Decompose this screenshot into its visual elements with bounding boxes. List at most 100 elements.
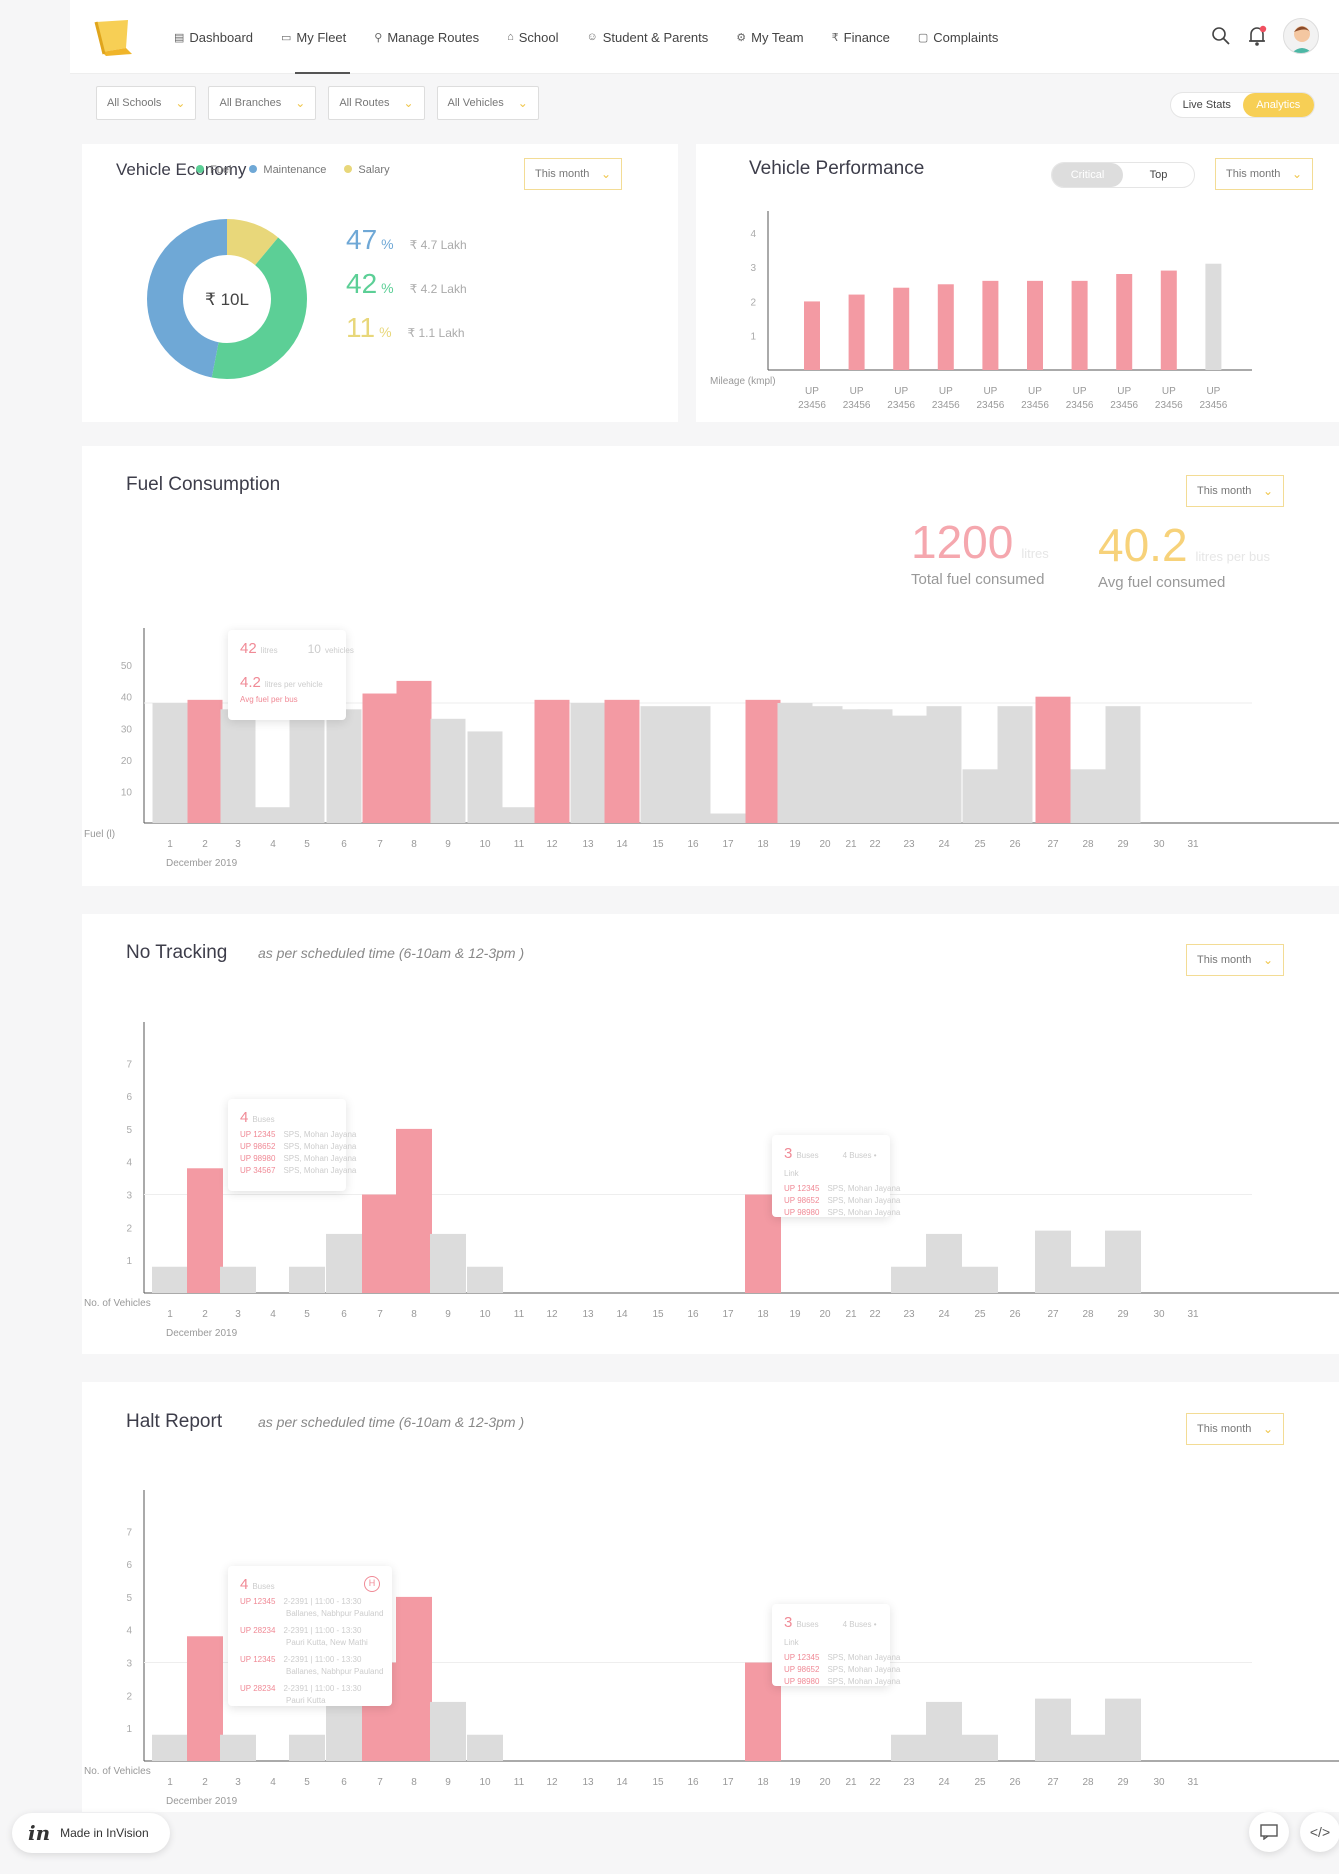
filter-bar: All Schools ⌄ All Branches ⌄ All Routes ⌄ A… bbox=[96, 86, 539, 120]
x-tick-label: UP bbox=[1206, 386, 1220, 397]
flag-logo-icon[interactable] bbox=[92, 18, 136, 56]
comment-icon bbox=[1260, 1824, 1278, 1840]
top-navigation-bar: ▤ Dashboard ▭ My Fleet ⚲ Manage Routes ⌂ School… bbox=[70, 0, 1339, 74]
y-axis-label: Fuel (l) bbox=[84, 829, 115, 840]
x-tick-label: 30 bbox=[1153, 1309, 1165, 1320]
x-tick-label: 8 bbox=[411, 1777, 417, 1788]
y-tick-label: 5 bbox=[126, 1125, 132, 1136]
rupee-icon: ₹ bbox=[831, 31, 839, 44]
economy-donut-chart: ₹ 10L bbox=[147, 219, 307, 379]
branches-filter[interactable]: All Branches ⌄ bbox=[208, 86, 317, 120]
x-tick-label: 20 bbox=[819, 1309, 831, 1320]
nav-item-manage-routes[interactable]: ⚲ Manage Routes bbox=[360, 0, 493, 74]
nav-label: My Fleet bbox=[296, 29, 347, 45]
x-tick-label: 27 bbox=[1047, 1309, 1059, 1320]
y-tick-label: 40 bbox=[121, 693, 133, 704]
x-tick-label: 9 bbox=[445, 839, 451, 850]
x-tick-label: 31 bbox=[1187, 839, 1199, 850]
chevron-down-icon: ⌄ bbox=[1262, 1422, 1273, 1436]
bar bbox=[152, 1266, 188, 1293]
comment-button[interactable] bbox=[1249, 1812, 1289, 1852]
bar bbox=[937, 284, 954, 370]
x-tick-label: 10 bbox=[479, 1777, 491, 1788]
code-button[interactable]: </> bbox=[1300, 1812, 1339, 1852]
x-tick-label: 3 bbox=[235, 1309, 241, 1320]
nav-item-dashboard[interactable]: ▤ Dashboard bbox=[160, 0, 267, 74]
bar bbox=[220, 709, 256, 823]
bar bbox=[1027, 280, 1043, 370]
bar bbox=[1035, 696, 1071, 823]
x-tick-label: 23456 bbox=[1021, 400, 1049, 411]
bell-icon[interactable] bbox=[1247, 25, 1267, 47]
bar bbox=[362, 1194, 398, 1293]
economy-period-dropdown[interactable]: This month ⌄ bbox=[524, 158, 622, 190]
economy-row-fuel: 42% ₹ 4.2 Lakh bbox=[346, 268, 467, 299]
performance-period-dropdown[interactable]: This month ⌄ bbox=[1215, 158, 1313, 190]
chevron-down-icon: ⌄ bbox=[1291, 167, 1302, 181]
x-tick-label: UP bbox=[894, 386, 908, 397]
nav-item-my-fleet[interactable]: ▭ My Fleet bbox=[267, 0, 360, 74]
bar bbox=[1160, 270, 1177, 370]
filter-label: All Branches bbox=[219, 97, 282, 109]
bar bbox=[187, 1168, 223, 1293]
live-stats-option[interactable]: Live Stats bbox=[1182, 99, 1231, 111]
x-tick-label: 28 bbox=[1082, 1777, 1094, 1788]
invision-logo-icon: in bbox=[28, 1821, 51, 1845]
halt-period-dropdown[interactable]: This month ⌄ bbox=[1186, 1413, 1284, 1445]
bar bbox=[396, 1128, 432, 1293]
nav-label: Finance bbox=[843, 29, 890, 45]
routes-filter[interactable]: All Routes ⌄ bbox=[328, 86, 425, 120]
bar bbox=[362, 693, 398, 823]
top-option[interactable]: Top bbox=[1149, 169, 1168, 181]
bar bbox=[467, 1266, 503, 1293]
y-tick-label: 3 bbox=[750, 263, 756, 274]
x-tick-label: 23 bbox=[903, 1309, 915, 1320]
tracking-period-dropdown[interactable]: This month ⌄ bbox=[1186, 944, 1284, 976]
fuel-tooltip: 42 litres 10 vehicles 4.2 litres per vehicle… bbox=[228, 630, 354, 720]
x-tick-label: 16 bbox=[687, 1777, 699, 1788]
schools-filter[interactable]: All Schools ⌄ bbox=[96, 86, 197, 120]
x-tick-label: 25 bbox=[974, 1777, 986, 1788]
bar bbox=[396, 680, 432, 823]
x-tick-label: 20 bbox=[819, 1777, 831, 1788]
search-icon[interactable] bbox=[1211, 26, 1231, 46]
x-tick-label: 30 bbox=[1153, 839, 1165, 850]
x-tick-label: 23456 bbox=[1066, 400, 1094, 411]
nav-item-student-parents[interactable]: ☺ Student & Parents bbox=[573, 0, 723, 74]
nav-item-complaints[interactable]: ▢ Complaints bbox=[904, 0, 1012, 74]
chevron-down-icon: ⌄ bbox=[600, 167, 611, 181]
x-tick-label: 28 bbox=[1082, 1309, 1094, 1320]
bar bbox=[893, 287, 910, 370]
x-tick-label: 31 bbox=[1187, 1309, 1199, 1320]
filter-label: All Schools bbox=[107, 97, 162, 109]
user-avatar[interactable] bbox=[1283, 18, 1319, 54]
critical-option[interactable]: Critical bbox=[1052, 163, 1123, 187]
analytics-option[interactable]: Analytics bbox=[1242, 93, 1314, 117]
x-tick-label: 12 bbox=[546, 1309, 558, 1320]
chevron-down-icon: ⌄ bbox=[1262, 484, 1273, 498]
bar bbox=[255, 807, 291, 823]
bar bbox=[430, 1233, 466, 1293]
fuel-period-dropdown[interactable]: This month ⌄ bbox=[1186, 475, 1284, 507]
bar bbox=[640, 706, 676, 823]
nav-item-finance[interactable]: ₹ Finance bbox=[818, 0, 904, 74]
team-icon: ⚙ bbox=[736, 31, 747, 44]
x-tick-label: 1 bbox=[167, 839, 173, 850]
made-in-invision-badge[interactable]: in Made in InVision bbox=[12, 1813, 170, 1853]
x-tick-label: 11 bbox=[514, 839, 525, 850]
nav-item-my-team[interactable]: ⚙ My Team bbox=[722, 0, 817, 74]
bar bbox=[152, 1734, 188, 1761]
x-tick-label: 17 bbox=[722, 839, 734, 850]
nav-item-school[interactable]: ⌂ School bbox=[493, 0, 572, 74]
route-icon: ⚲ bbox=[374, 31, 383, 44]
x-tick-label: 17 bbox=[722, 1777, 734, 1788]
x-tick-label: 19 bbox=[789, 839, 801, 850]
x-tick-label: 18 bbox=[757, 839, 769, 850]
x-tick-label: 4 bbox=[270, 1309, 276, 1320]
x-tick-label: 25 bbox=[974, 839, 986, 850]
x-tick-label: 14 bbox=[616, 1777, 628, 1788]
vehicles-filter[interactable]: All Vehicles ⌄ bbox=[436, 86, 539, 120]
donut-slice-fuel bbox=[147, 219, 307, 379]
bar bbox=[1105, 706, 1141, 823]
bar bbox=[289, 1266, 325, 1293]
